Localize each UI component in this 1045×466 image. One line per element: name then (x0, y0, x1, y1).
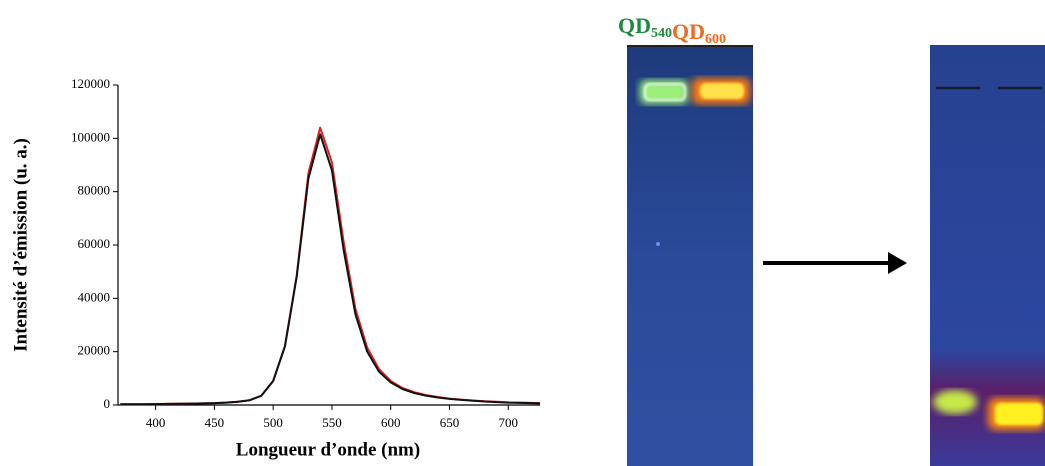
gel-image-after (930, 45, 1045, 466)
gel-label-sub: 600 (705, 32, 726, 47)
x-tick-label: 400 (146, 415, 166, 430)
y-tick-label: 80000 (78, 183, 111, 198)
y-axis-label: Intensité d’émission (u. a.) (10, 138, 31, 352)
arrow (763, 252, 907, 274)
gel-label-text: QD (672, 19, 705, 44)
y-tick-label: 40000 (78, 289, 111, 304)
x-tick-label: 450 (205, 415, 225, 430)
spectrum-line (120, 126, 541, 406)
y-tick-label: 20000 (78, 343, 111, 358)
gel-labels: QD540QD600 (618, 13, 726, 47)
y-tick-label: 60000 (78, 236, 111, 251)
y-tick-label: 100000 (71, 129, 110, 144)
x-tick-label: 600 (381, 415, 401, 430)
gel-image-before (627, 45, 753, 466)
x-tick-label: 500 (263, 415, 283, 430)
x-tick-label: 700 (499, 415, 519, 430)
x-tick-label: 550 (322, 415, 342, 430)
gel-label-text: QD (618, 13, 651, 38)
y-tick-label: 120000 (71, 76, 110, 91)
x-tick-label: 650 (440, 415, 460, 430)
y-tick-label: 0 (104, 396, 111, 411)
spectrum-line (120, 133, 541, 406)
gel-label-sub: 540 (651, 26, 672, 41)
x-axis-label: Longueur d’onde (nm) (236, 439, 420, 460)
